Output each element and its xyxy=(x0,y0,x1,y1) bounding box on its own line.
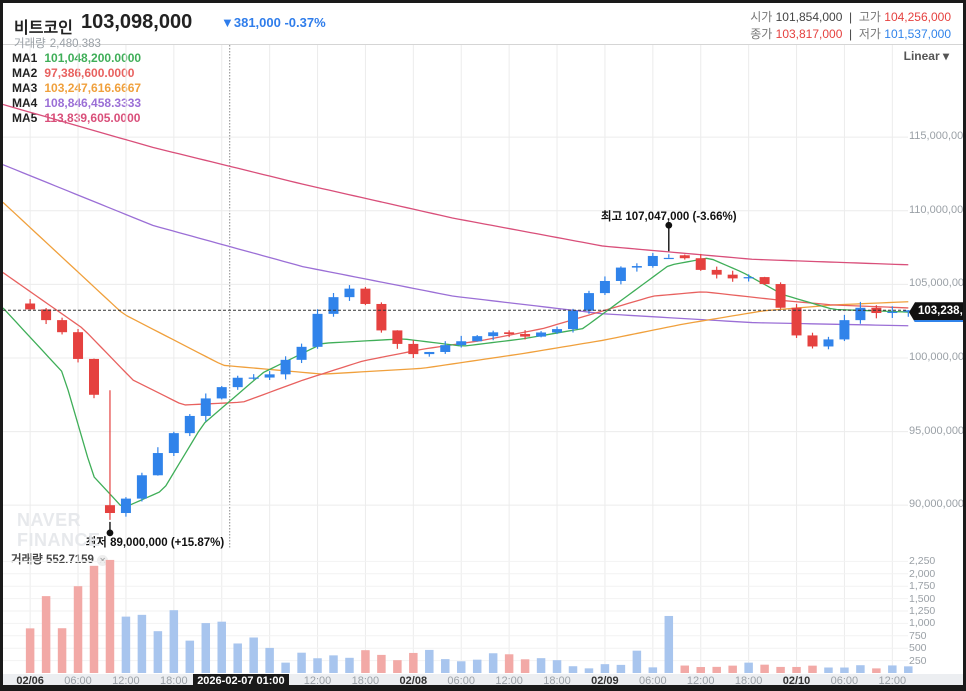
svg-text:최고 107,047,000 (-3.66%): 최고 107,047,000 (-3.66%) xyxy=(601,209,737,223)
svg-text:최저 89,000,000 (+15.87%): 최저 89,000,000 (+15.87%) xyxy=(86,535,225,549)
